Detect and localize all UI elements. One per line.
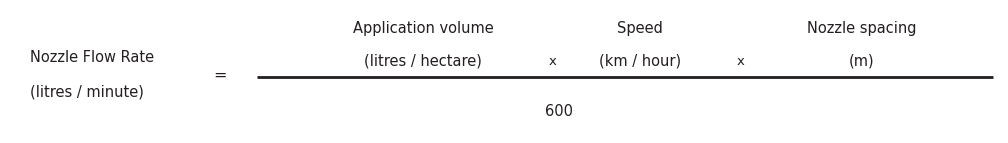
Text: (litres / hectare): (litres / hectare) [365, 54, 482, 69]
Text: =: = [213, 68, 227, 83]
Text: Nozzle spacing: Nozzle spacing [807, 21, 916, 36]
Text: x: x [737, 55, 745, 68]
Text: x: x [548, 55, 556, 68]
Text: 600: 600 [545, 104, 574, 119]
Text: (m): (m) [849, 54, 875, 69]
Text: Nozzle Flow Rate: Nozzle Flow Rate [30, 50, 154, 65]
Text: Application volume: Application volume [353, 21, 494, 36]
Text: Speed: Speed [617, 21, 663, 36]
Text: (km / hour): (km / hour) [599, 54, 681, 69]
Text: (litres / minute): (litres / minute) [30, 84, 144, 99]
